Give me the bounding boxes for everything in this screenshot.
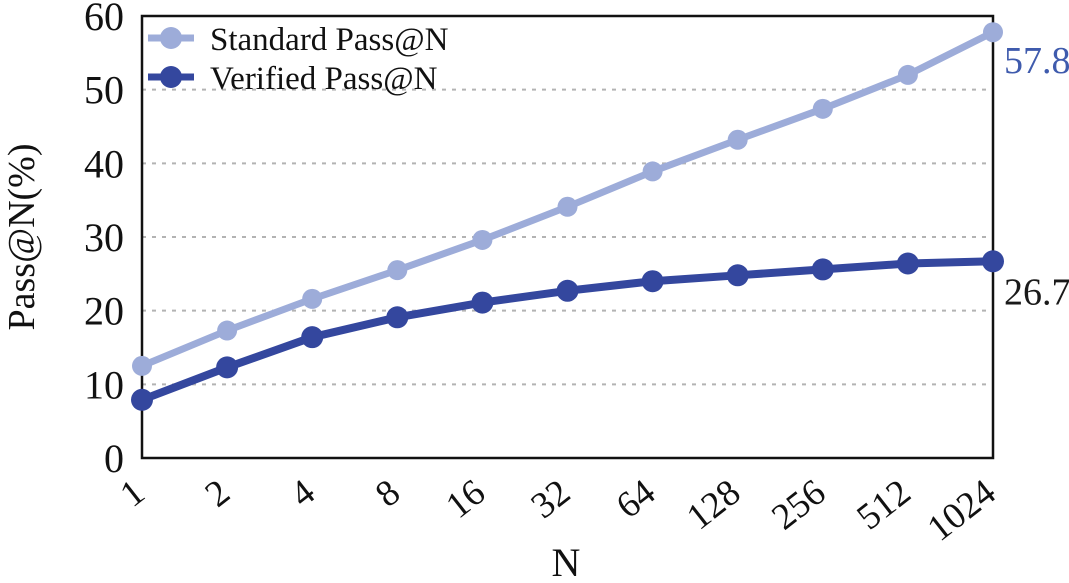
standard-pass-n-point-8 [387, 260, 408, 281]
x-tick-label-64: 64 [609, 472, 663, 527]
standard-pass-n-point-64 [642, 161, 663, 182]
verified-pass-n-point-8 [386, 306, 409, 329]
legend-marker-icon [160, 66, 182, 88]
standard-pass-n-point-4 [302, 288, 323, 309]
y-tick-label-0: 0 [104, 436, 124, 481]
x-tick-label-4: 4 [283, 472, 323, 516]
standard-pass-n-point-512 [897, 64, 918, 85]
standard-pass-n-point-16 [472, 229, 493, 250]
verified-pass-n-point-512 [896, 252, 919, 275]
plot-frame [140, 14, 995, 460]
x-tick-label-1: 1 [113, 472, 153, 516]
verified-pass-n-point-4 [301, 326, 324, 349]
standard-pass-n-point-1024 [983, 22, 1003, 43]
y-tick-label-30: 30 [84, 215, 124, 260]
verified-pass-n-point-2 [216, 356, 239, 379]
x-tick-label-512: 512 [849, 472, 918, 538]
verified-pass-n-point-128 [726, 264, 749, 287]
legend-label: Verified Pass@N [210, 61, 438, 97]
legend-item-verified-pass-n: Verified Pass@N [148, 61, 438, 97]
x-tick-label-128: 128 [679, 472, 748, 538]
y-tick-label-10: 10 [84, 362, 124, 407]
y-tick-label-40: 40 [84, 141, 124, 186]
verified-pass-n-point-256 [811, 258, 834, 281]
standard-pass-n-point-2 [217, 320, 238, 341]
y-tick-label-50: 50 [84, 68, 124, 113]
y-tick-label-60: 60 [84, 0, 124, 39]
x-tick-label-1024: 1024 [920, 472, 1004, 550]
verified-pass-n-point-64 [641, 270, 664, 293]
standard-pass-n-point-256 [812, 98, 833, 119]
end-label-standard-pass-n: 57.8 [1004, 40, 1069, 82]
standard-pass-n-point-32 [557, 196, 578, 217]
legend-marker-icon [160, 27, 182, 49]
x-tick-label-16: 16 [439, 472, 493, 527]
x-tick-label-256: 256 [764, 472, 833, 538]
verified-pass-n-point-1 [131, 388, 153, 411]
verified-pass-n-point-16 [471, 291, 494, 314]
end-label-verified-pass-n: 26.7 [1004, 271, 1069, 313]
x-tick-label-8: 8 [368, 472, 408, 516]
verified-pass-n-point-1024 [982, 250, 1004, 273]
x-tick-label-32: 32 [524, 472, 578, 527]
x-tick-label-2: 2 [198, 472, 238, 516]
standard-pass-n-point-1 [132, 355, 152, 376]
verified-pass-n-point-32 [556, 279, 579, 302]
standard-pass-n-point-128 [727, 129, 748, 150]
x-axis-title: N [552, 540, 581, 583]
y-axis-title: Pass@N(%) [1, 144, 43, 331]
legend-label: Standard Pass@N [210, 22, 449, 58]
y-tick-label-20: 20 [84, 289, 124, 334]
legend-item-standard-pass-n: Standard Pass@N [148, 22, 449, 58]
